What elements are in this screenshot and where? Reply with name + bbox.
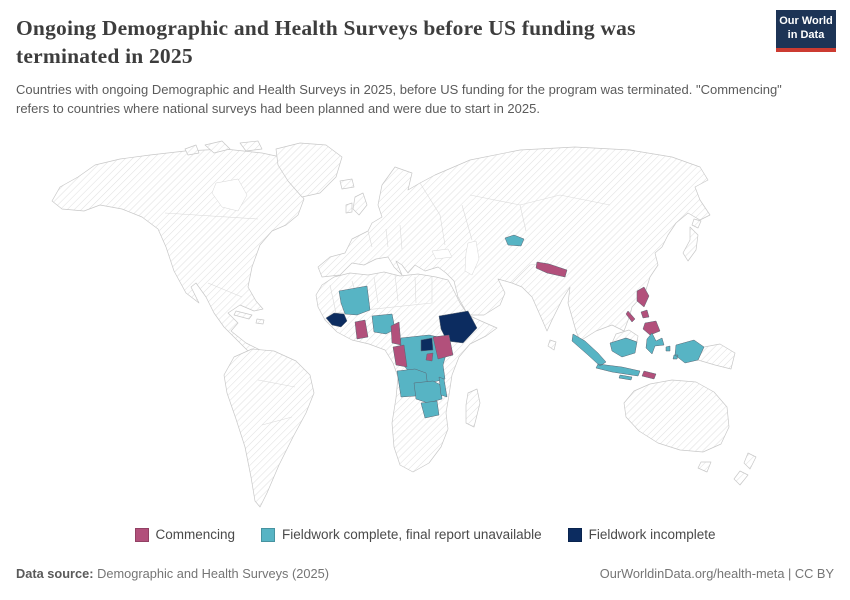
legend-swatch-fieldwork-complete — [261, 527, 276, 542]
data-source[interactable]: Data source: Demographic and Health Surv… — [16, 566, 329, 581]
iceland — [339, 178, 355, 190]
black-sea — [431, 248, 453, 260]
sri-lanka — [547, 339, 557, 351]
chart-header: Ongoing Demographic and Health Surveys b… — [0, 0, 850, 119]
country-zimbabwe[interactable] — [420, 400, 440, 419]
country-guinea[interactable] — [325, 312, 348, 328]
caspian-sea — [464, 240, 480, 276]
hudson-bay — [211, 178, 248, 212]
country-burundi[interactable] — [425, 352, 434, 362]
greenland — [275, 142, 343, 198]
data-source-label: Data source: — [16, 566, 94, 581]
united-kingdom — [352, 192, 368, 216]
country-indonesia[interactable] — [571, 332, 705, 381]
tasmania — [697, 461, 712, 473]
country-mali[interactable] — [338, 285, 371, 316]
legend-label-fieldwork-complete: Fieldwork complete, final report unavail… — [282, 527, 542, 542]
ireland — [345, 202, 353, 214]
australia — [623, 379, 730, 453]
hispaniola — [255, 318, 265, 325]
continent-south-america — [223, 348, 315, 508]
world-map[interactable] — [0, 135, 850, 520]
country-zambia[interactable] — [413, 380, 443, 404]
owid-logo-accent — [776, 48, 836, 52]
owid-logo[interactable]: Our World in Data — [776, 10, 836, 48]
country-malawi[interactable] — [438, 376, 448, 398]
legend-label-fieldwork-incomplete: Fieldwork incomplete — [588, 527, 716, 542]
arctic-islands — [184, 140, 263, 156]
country-philippines[interactable] — [625, 286, 661, 336]
country-tajikistan[interactable] — [504, 234, 525, 247]
chart-footer: Data source: Demographic and Health Surv… — [0, 566, 850, 581]
legend-swatch-commencing — [134, 527, 149, 542]
country-uganda[interactable] — [420, 337, 434, 352]
country-nepal[interactable] — [535, 261, 568, 278]
owid-logo-line1: Our World — [779, 15, 833, 28]
legend-swatch-fieldwork-incomplete — [567, 527, 582, 542]
cuba — [233, 310, 253, 320]
legend-item-fieldwork-complete[interactable]: Fieldwork complete, final report unavail… — [261, 527, 542, 542]
continent-north-america — [51, 148, 305, 364]
chart-title: Ongoing Demographic and Health Surveys b… — [16, 16, 636, 69]
country-ghana[interactable] — [354, 319, 369, 340]
new-zealand — [733, 452, 757, 486]
country-congo[interactable] — [392, 344, 408, 368]
legend-label-commencing: Commencing — [155, 527, 236, 542]
madagascar — [465, 388, 481, 428]
country-timor-leste[interactable] — [641, 370, 657, 380]
japan — [682, 218, 702, 262]
chart-subtitle: Countries with ongoing Demographic and H… — [16, 81, 782, 117]
map-legend: Commencing Fieldwork complete, final rep… — [0, 527, 850, 542]
footer-link[interactable]: OurWorldinData.org/health-meta | CC BY — [599, 566, 834, 581]
country-nigeria[interactable] — [371, 313, 396, 335]
owid-logo-line2: in Data — [787, 29, 825, 41]
legend-item-fieldwork-incomplete[interactable]: Fieldwork incomplete — [567, 527, 716, 542]
country-borders — [164, 182, 611, 426]
data-source-value: Demographic and Health Surveys (2025) — [97, 566, 329, 581]
country-kenya[interactable] — [432, 334, 454, 360]
country-cameroon[interactable] — [390, 321, 402, 346]
legend-item-commencing[interactable]: Commencing — [134, 527, 236, 542]
